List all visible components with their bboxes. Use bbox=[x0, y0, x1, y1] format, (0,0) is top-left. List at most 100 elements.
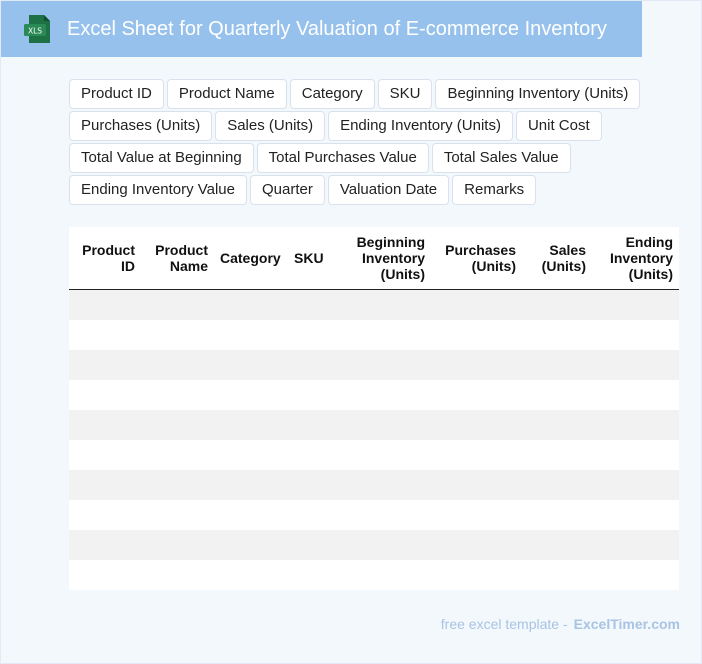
table-cell[interactable] bbox=[288, 380, 328, 410]
table-cell[interactable] bbox=[328, 500, 431, 530]
table-cell[interactable] bbox=[592, 470, 679, 500]
table-cell[interactable] bbox=[69, 350, 141, 380]
table-cell[interactable] bbox=[69, 440, 141, 470]
footer-brand-link[interactable]: ExcelTimer.com bbox=[573, 616, 680, 632]
table-cell[interactable] bbox=[141, 380, 214, 410]
table-cell[interactable] bbox=[592, 380, 679, 410]
column-header-line: (Units) bbox=[541, 258, 586, 274]
table-cell[interactable] bbox=[141, 530, 214, 560]
table-cell[interactable] bbox=[141, 320, 214, 350]
table-cell[interactable] bbox=[288, 289, 328, 320]
table-row bbox=[69, 380, 679, 410]
table-cell[interactable] bbox=[592, 530, 679, 560]
table-cell[interactable] bbox=[214, 380, 288, 410]
column-header: Purchases (Units) bbox=[431, 227, 522, 290]
table-cell[interactable] bbox=[214, 350, 288, 380]
table-cell[interactable] bbox=[214, 320, 288, 350]
table-cell[interactable] bbox=[522, 289, 592, 320]
table-cell[interactable] bbox=[214, 530, 288, 560]
table-cell[interactable] bbox=[431, 500, 522, 530]
table-cell[interactable] bbox=[522, 530, 592, 560]
table-cell[interactable] bbox=[214, 440, 288, 470]
table-cell[interactable] bbox=[328, 320, 431, 350]
table-cell[interactable] bbox=[288, 410, 328, 440]
table-cell[interactable] bbox=[141, 560, 214, 590]
table-cell[interactable] bbox=[288, 530, 328, 560]
table-cell[interactable] bbox=[141, 410, 214, 440]
table-cell[interactable] bbox=[328, 350, 431, 380]
table-cell[interactable] bbox=[328, 470, 431, 500]
table-cell[interactable] bbox=[592, 320, 679, 350]
field-chip-remarks: Remarks bbox=[452, 175, 537, 205]
field-row: Product ID Product Name Category SKU Beg… bbox=[69, 79, 641, 109]
table-cell[interactable] bbox=[431, 410, 522, 440]
table-cell[interactable] bbox=[522, 380, 592, 410]
table-cell[interactable] bbox=[141, 470, 214, 500]
table-cell[interactable] bbox=[288, 560, 328, 590]
table-cell[interactable] bbox=[328, 530, 431, 560]
table-cell[interactable] bbox=[288, 500, 328, 530]
table-cell[interactable] bbox=[288, 440, 328, 470]
table-cell[interactable] bbox=[592, 440, 679, 470]
table-cell[interactable] bbox=[141, 350, 214, 380]
table-cell[interactable] bbox=[214, 470, 288, 500]
column-header-line: Beginning bbox=[356, 234, 425, 250]
table-cell[interactable] bbox=[592, 560, 679, 590]
table-cell[interactable] bbox=[69, 560, 141, 590]
table-cell[interactable] bbox=[328, 560, 431, 590]
table-cell[interactable] bbox=[522, 470, 592, 500]
field-chip-product-id: Product ID bbox=[69, 79, 164, 109]
column-header-line: Category bbox=[220, 250, 281, 266]
table-cell[interactable] bbox=[522, 410, 592, 440]
table-cell[interactable] bbox=[69, 289, 141, 320]
table-cell[interactable] bbox=[431, 470, 522, 500]
footer-lead-text: free excel template - bbox=[440, 616, 568, 632]
table-cell[interactable] bbox=[328, 289, 431, 320]
table-cell[interactable] bbox=[592, 289, 679, 320]
table-cell[interactable] bbox=[214, 500, 288, 530]
table-cell[interactable] bbox=[141, 289, 214, 320]
table-body bbox=[69, 289, 679, 590]
table-cell[interactable] bbox=[69, 530, 141, 560]
inventory-table-container: Product ID Product Name Category SKU Beginning… bbox=[69, 227, 679, 590]
table-row bbox=[69, 560, 679, 590]
table-cell[interactable] bbox=[328, 440, 431, 470]
table-row bbox=[69, 500, 679, 530]
table-cell[interactable] bbox=[522, 320, 592, 350]
column-header: Category bbox=[214, 227, 288, 290]
table-cell[interactable] bbox=[69, 320, 141, 350]
table-cell[interactable] bbox=[592, 410, 679, 440]
table-cell[interactable] bbox=[69, 380, 141, 410]
table-cell[interactable] bbox=[69, 470, 141, 500]
table-cell[interactable] bbox=[431, 380, 522, 410]
table-cell[interactable] bbox=[141, 500, 214, 530]
field-chip-sales: Sales (Units) bbox=[215, 111, 326, 141]
table-cell[interactable] bbox=[431, 350, 522, 380]
table-cell[interactable] bbox=[214, 560, 288, 590]
table-cell[interactable] bbox=[431, 530, 522, 560]
table-cell[interactable] bbox=[69, 410, 141, 440]
field-chip-product-name: Product Name bbox=[166, 79, 287, 109]
table-cell[interactable] bbox=[288, 470, 328, 500]
table-cell[interactable] bbox=[288, 320, 328, 350]
table-cell[interactable] bbox=[592, 500, 679, 530]
table-cell[interactable] bbox=[328, 410, 431, 440]
table-cell[interactable] bbox=[69, 500, 141, 530]
table-cell[interactable] bbox=[522, 440, 592, 470]
table-cell[interactable] bbox=[328, 380, 431, 410]
table-cell[interactable] bbox=[141, 440, 214, 470]
field-row: Total Value at Beginning Total Purchases… bbox=[69, 143, 639, 173]
table-cell[interactable] bbox=[522, 560, 592, 590]
table-cell[interactable] bbox=[522, 350, 592, 380]
table-cell[interactable] bbox=[431, 289, 522, 320]
table-cell[interactable] bbox=[522, 500, 592, 530]
table-cell[interactable] bbox=[214, 410, 288, 440]
table-cell[interactable] bbox=[431, 440, 522, 470]
table-cell[interactable] bbox=[431, 320, 522, 350]
table-cell[interactable] bbox=[431, 560, 522, 590]
table-cell[interactable] bbox=[592, 350, 679, 380]
column-header-line: Purchases bbox=[445, 242, 516, 258]
table-cell[interactable] bbox=[288, 350, 328, 380]
table-cell[interactable] bbox=[214, 289, 288, 320]
